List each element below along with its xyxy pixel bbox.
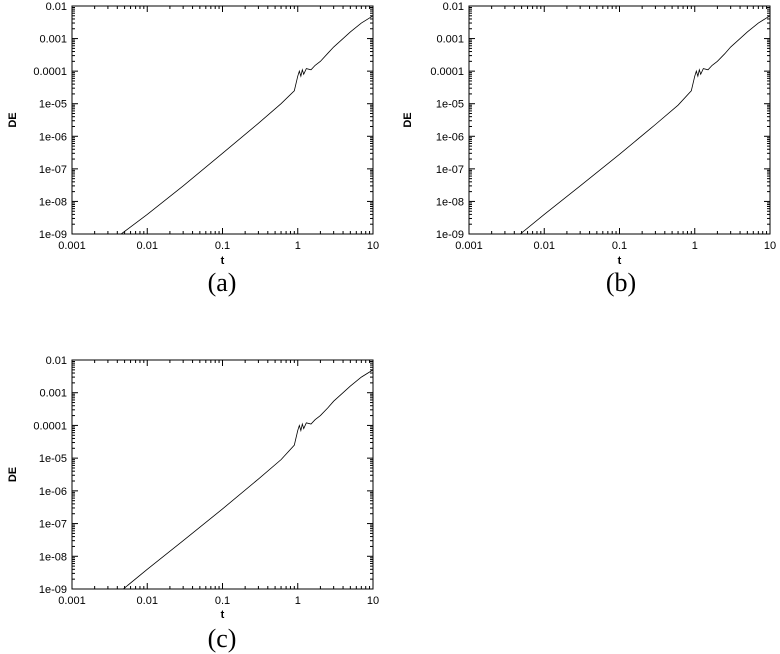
y-tick-label: 0.0001: [430, 66, 464, 78]
y-tick-label: 1e-07: [436, 164, 464, 176]
y-tick-label: 0.01: [46, 1, 67, 13]
y-tick-label: 1e-05: [436, 99, 464, 111]
x-tick-label: 0.001: [58, 595, 86, 607]
y-tick-label: 1e-07: [39, 164, 67, 176]
y-tick-label: 1e-08: [436, 196, 464, 208]
y-tick-label: 0.01: [443, 1, 464, 13]
series-line-1: [120, 15, 373, 234]
x-tick-label: 0.1: [612, 240, 627, 252]
y-axis-title: DE: [7, 112, 19, 127]
x-tick-label: 0.001: [58, 240, 86, 252]
chart-panel-a: 0.001 0.01 0.1 1 10 1e-09 1e-08 1e-07 1e-06 1e-05…: [7, 1, 379, 297]
chart-panel-b: 0.001 0.01 0.1 1 10 1e-09 1e-08 1e-07 1e-06 1e-05…: [402, 1, 776, 297]
y-tick-label: 1e-09: [39, 229, 67, 241]
x-axis-title: t: [221, 609, 225, 621]
x-tick-label: 1: [692, 240, 698, 252]
x-tick-label: 1: [295, 595, 301, 607]
y-tick-label: 1e-05: [39, 453, 67, 465]
y-tick-label: 1e-09: [39, 584, 67, 596]
y-tick-label: 0.001: [39, 34, 67, 46]
y-tick-label: 1e-08: [39, 551, 67, 563]
y-tick-label: 1e-05: [39, 99, 67, 111]
panel-caption: (c): [208, 624, 237, 653]
x-axis-title: t: [221, 255, 225, 267]
y-tick-label: 1e-06: [436, 131, 464, 143]
x-tick-label: 0.01: [137, 240, 158, 252]
plot-frame: [71, 5, 374, 235]
y-tick-label: 1e-06: [39, 486, 67, 498]
x-tick-label: 0.01: [137, 595, 158, 607]
y-tick-label: 0.01: [46, 355, 67, 367]
series-line-1: [123, 369, 373, 589]
plot-frame: [468, 5, 771, 235]
panel-caption: (b): [606, 268, 636, 297]
x-tick-label: 1: [295, 240, 301, 252]
y-axis-title: DE: [402, 112, 414, 127]
x-tick-label: 10: [764, 240, 776, 252]
series-line-1: [520, 15, 770, 234]
panel-caption: (a): [208, 268, 237, 297]
y-tick-label: 1e-09: [436, 229, 464, 241]
x-tick-label: 10: [367, 595, 379, 607]
y-tick-label: 0.0001: [33, 66, 67, 78]
x-tick-label: 0.001: [455, 240, 483, 252]
x-axis-title: t: [618, 255, 622, 267]
y-tick-label: 0.0001: [33, 420, 67, 432]
chart-panel-c: 0.001 0.01 0.1 1 10 1e-09 1e-08 1e-07 1e-06 1e-05…: [7, 355, 379, 653]
y-tick-label: 1e-07: [39, 519, 67, 531]
y-axis-title: DE: [7, 467, 19, 482]
x-tick-label: 0.01: [534, 240, 555, 252]
y-tick-label: 0.001: [39, 388, 67, 400]
x-tick-label: 0.1: [215, 240, 230, 252]
x-tick-label: 0.1: [215, 595, 230, 607]
y-tick-label: 1e-06: [39, 131, 67, 143]
y-tick-label: 1e-08: [39, 196, 67, 208]
plot-frame: [71, 359, 374, 590]
x-tick-label: 10: [367, 240, 379, 252]
y-tick-label: 0.001: [436, 34, 464, 46]
